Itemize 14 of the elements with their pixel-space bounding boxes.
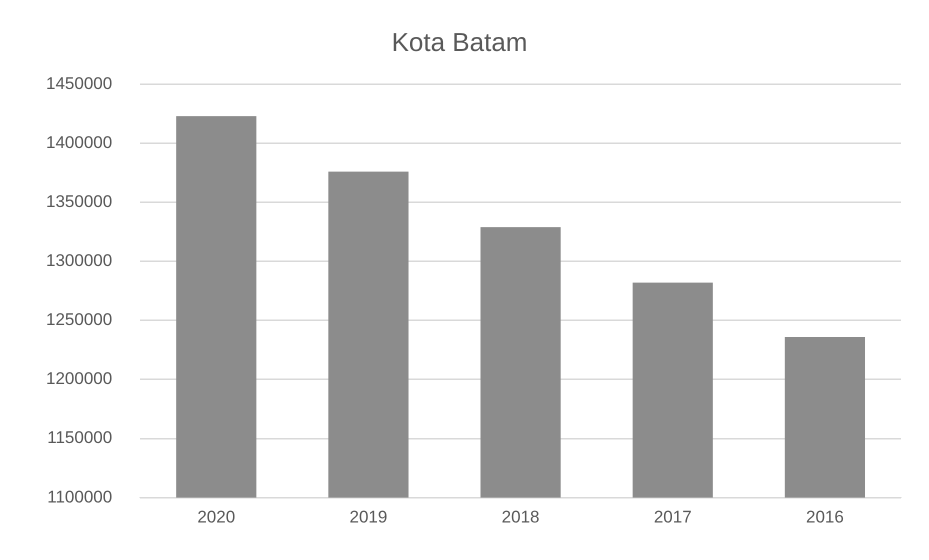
x-tick-label: 2020 [197,507,236,526]
y-tick-label: 1350000 [46,192,112,211]
x-tick-label: 2019 [350,507,388,526]
y-tick-label: 1150000 [47,428,112,448]
x-tick-label: 2016 [806,507,844,526]
y-tick-label: 1400000 [46,132,112,152]
y-tick-label: 1100000 [47,487,112,506]
x-tick-label: 2018 [502,507,540,526]
y-tick-label: 1250000 [46,310,112,330]
y-tick-label: 1450000 [46,74,112,93]
chart-title: Kota Batam [392,26,528,57]
y-tick-label: 1200000 [46,369,112,388]
y-tick-label: 1300000 [46,251,112,270]
x-tick-label: 2017 [654,507,692,526]
